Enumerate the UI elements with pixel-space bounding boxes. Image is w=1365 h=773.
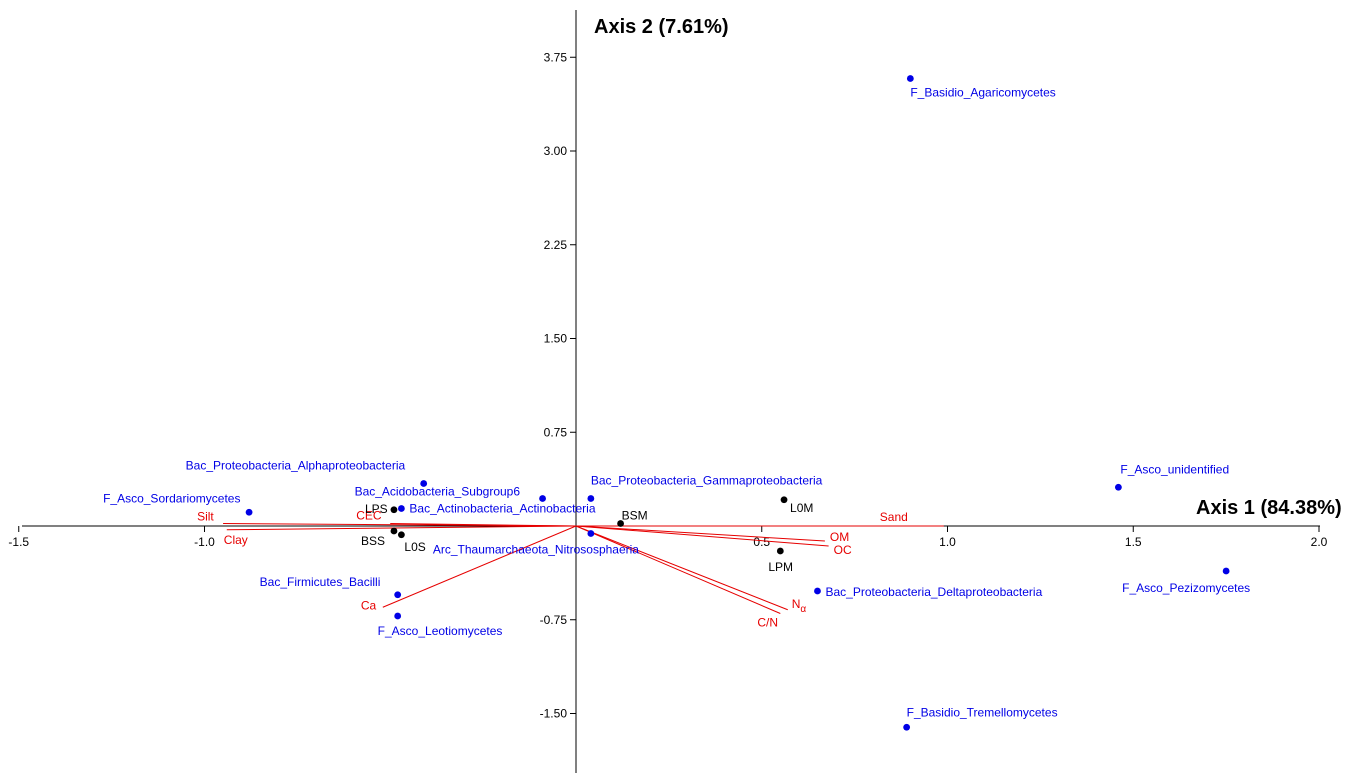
sample-point [390,527,398,535]
taxon-label: Bac_Actinobacteria_Actinobacteria [409,502,595,516]
taxon-label: Arc_Thaumarchaeota_Nitrososphaeria [433,543,639,557]
x-tick-label: 1.0 [939,535,956,549]
sample-point [780,496,788,504]
x-tick-label: 1.5 [1125,535,1142,549]
taxon-point [539,495,546,502]
vector-n [575,525,788,611]
y-tick-label: 2.25 [544,238,568,252]
variable-label: Silt [197,510,214,524]
taxon-label: Bac_Proteobacteria_Gammaproteobacteria [591,474,823,488]
taxon-point [420,480,428,487]
y-tick-label: 0.75 [544,425,568,439]
x-tick-label: 2.0 [1311,535,1328,549]
variable-label: OM [830,530,849,544]
x-tick-label: 0.5 [753,535,770,549]
variable-label: Ca [361,598,377,612]
sample-label: LPS [365,502,388,516]
variable-label: Sand [880,510,908,524]
taxon-label: Bac_Acidobacteria_Subgroup6 [355,485,521,499]
taxon-point [245,508,253,516]
taxon-label: F_Basidio_Tremellomycetes [907,705,1058,719]
vector-clay [226,525,577,531]
taxon-label: Bac_Proteobacteria_Deltaproteobacteria [825,585,1042,599]
sample-point [390,506,398,514]
taxon-point [814,587,821,595]
x-tick-label: -1.0 [194,535,215,549]
x-tick-label: -1.5 [8,535,29,549]
sample-point [776,547,784,555]
sample-label: LPM [768,560,793,574]
sample-point [397,531,405,539]
taxon-label: F_Asco_Pezizomycetes [1122,581,1250,595]
variable-label: OC [834,543,852,557]
variable-vectors [223,523,944,614]
taxon-point [397,505,405,512]
variable-label: C/N [757,616,778,630]
taxon-point [394,612,402,620]
y-tick-label: 3.75 [544,50,568,64]
taxon-label: F_Asco_Leotiomycetes [378,624,503,638]
taxon-label: F_Asco_Sordariomycetes [103,491,240,505]
variable-label: Nα [792,597,807,615]
taxon-point [1222,567,1230,575]
y-tick-label: 3.00 [544,144,568,158]
x-axis-title: Axis 1 (84.38%) [1196,497,1342,519]
vector-oc [575,525,829,547]
taxon-label: Bac_Proteobacteria_Alphaproteobacteria [186,459,406,473]
sample-label: BSS [361,534,385,548]
vector-ca [382,525,577,608]
y-tick-label: 1.50 [544,332,568,346]
y-axis-title: Axis 2 (7.61%) [594,16,729,38]
vector-c-n [575,525,781,614]
sample-point [617,520,624,527]
axes: -1.5 -1.0 0.5 1.0 1.5 2.0 3.75 3.00 2.25 1.50 0.75… [8,10,1328,773]
taxon-point [903,723,911,731]
vector-cec [390,523,577,527]
variable-label: Clay [224,533,248,547]
taxon-point [906,75,914,82]
taxon-label: F_Asco_unidentified [1120,462,1229,476]
y-tick-label: -1.50 [540,707,568,721]
taxon-point [394,591,402,599]
taxon-label: Bac_Firmicutes_Bacilli [260,575,381,589]
sample-label: BSM [622,509,648,523]
sample-label: L0M [790,501,813,515]
variable-label: CEC [356,509,382,523]
y-tick-label: -0.75 [540,613,568,627]
taxon-point [587,495,595,502]
sample-label: L0S [404,540,425,554]
taxon-label: F_Basidio_Agaricomycetes [910,86,1055,100]
points [245,75,1230,731]
taxon-point [587,530,595,537]
taxon-point [1114,483,1122,491]
vector-om [575,525,825,542]
